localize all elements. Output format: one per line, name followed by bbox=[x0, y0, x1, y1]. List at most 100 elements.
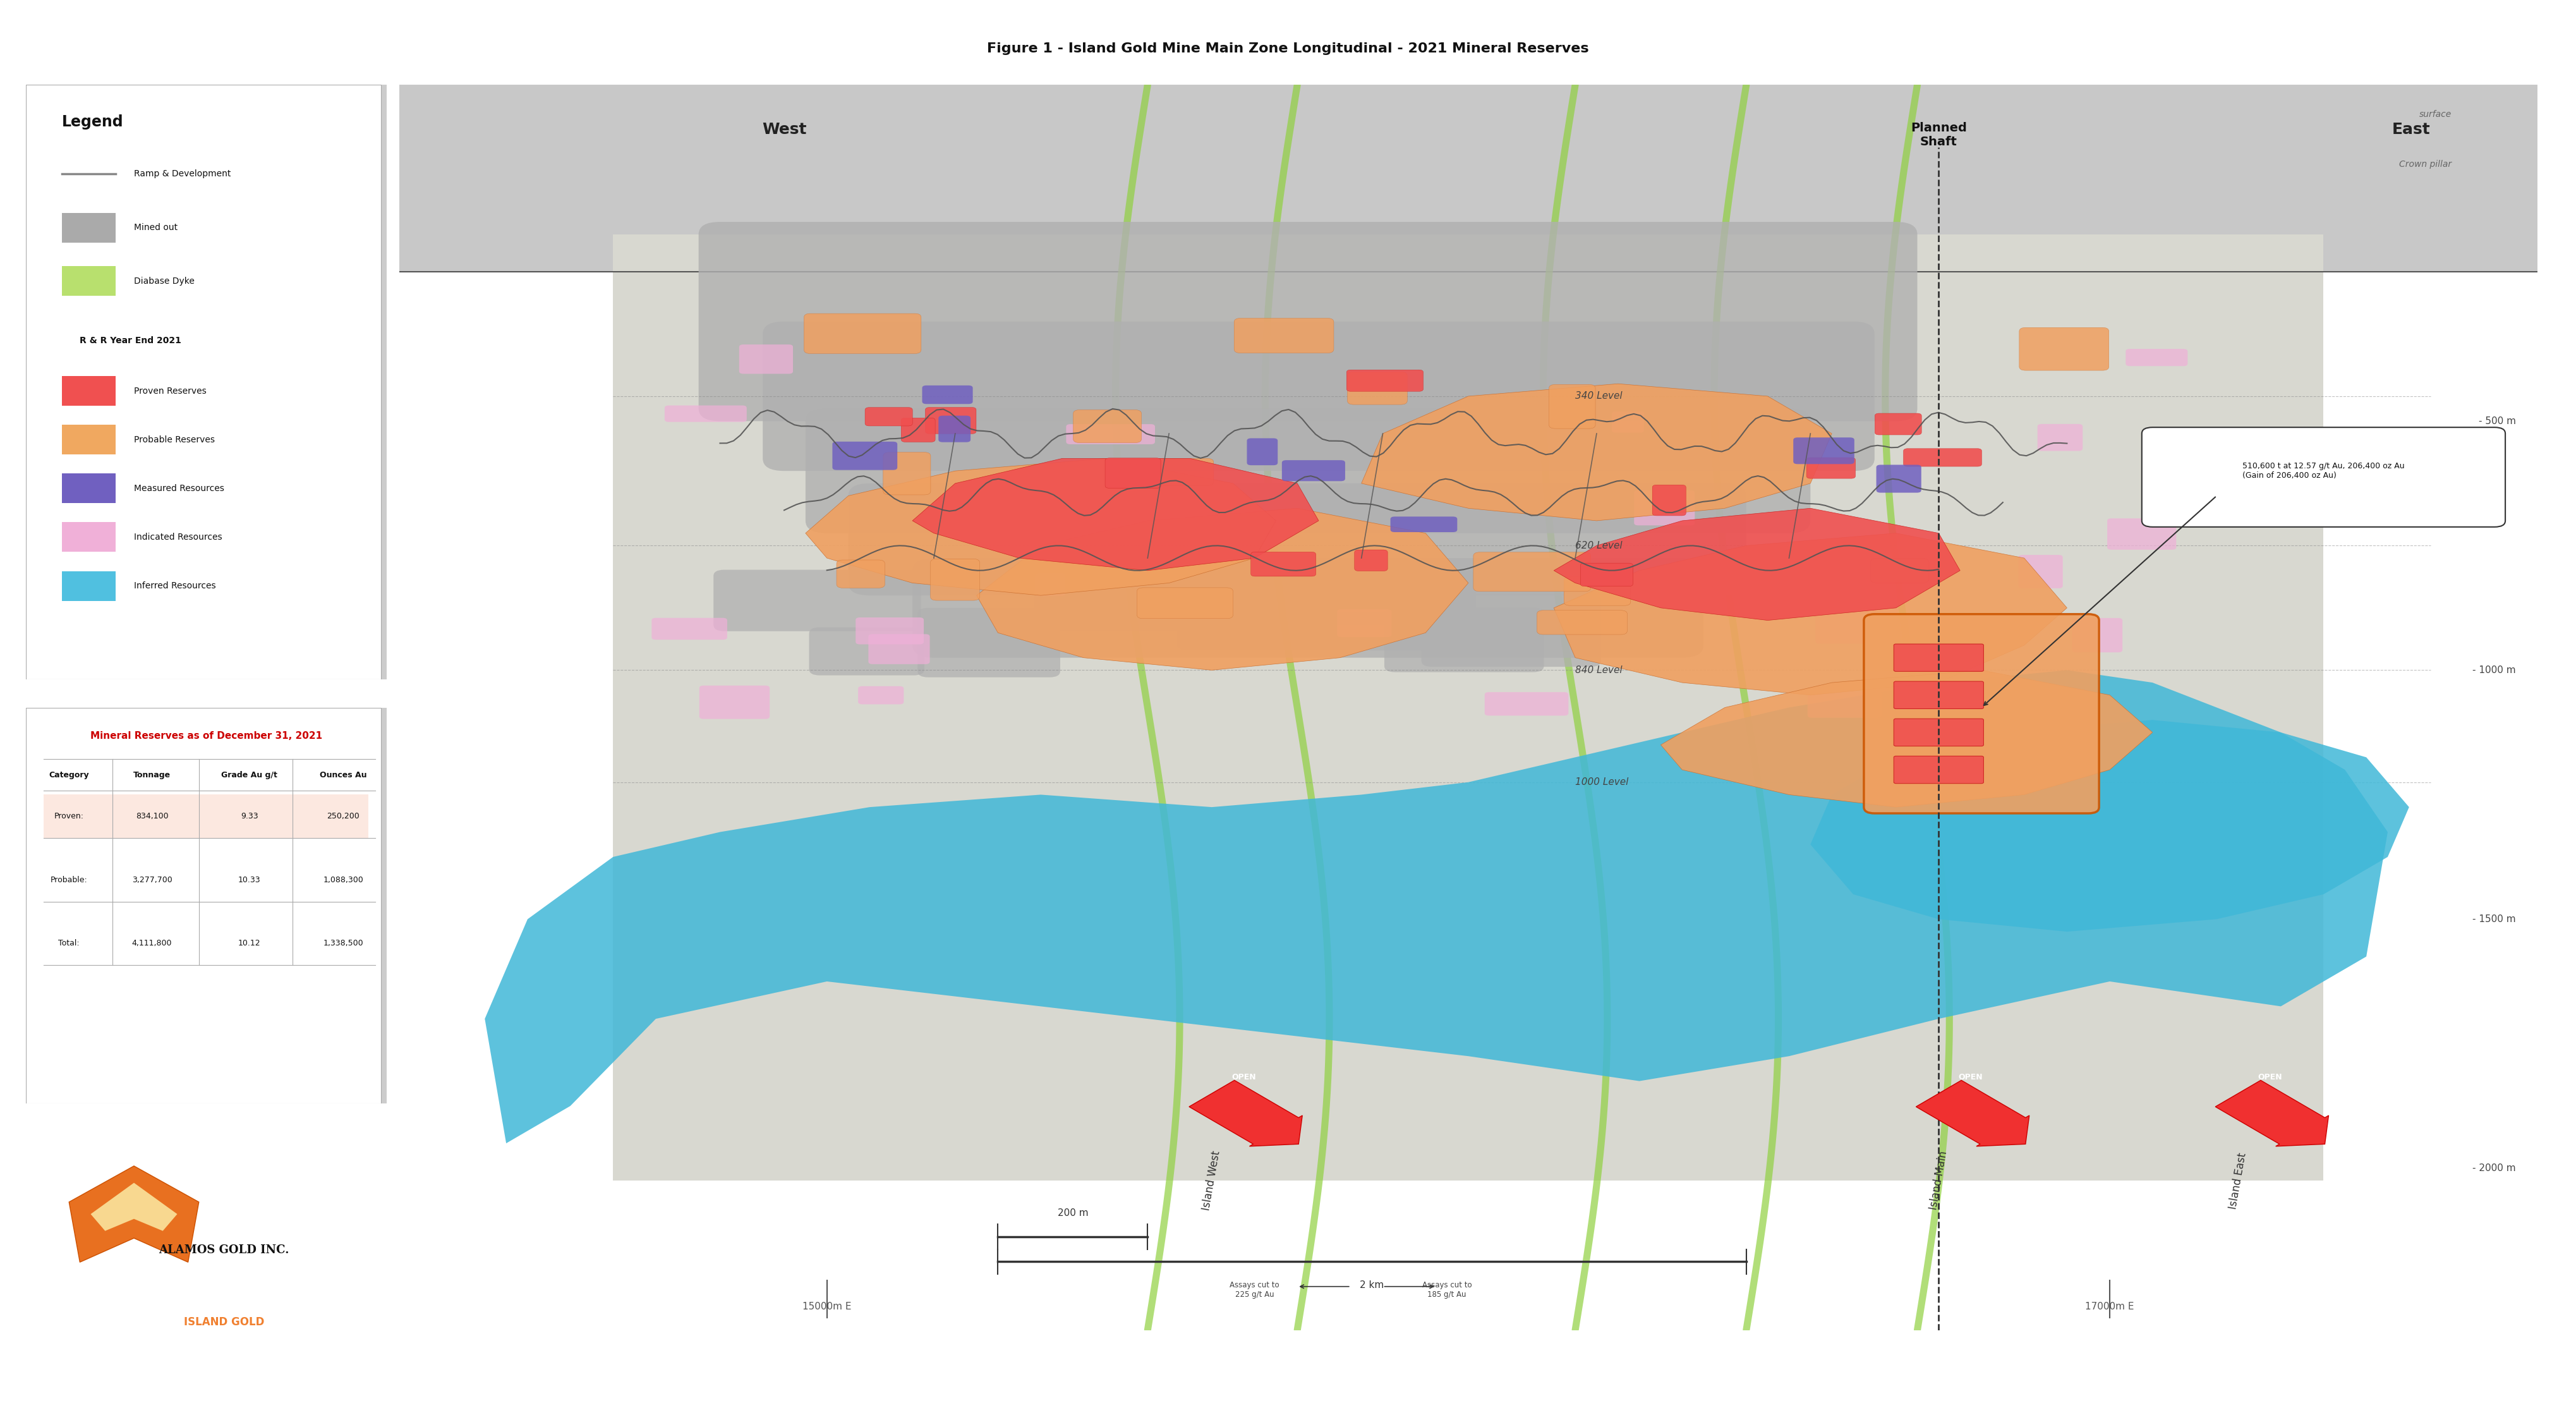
FancyBboxPatch shape bbox=[1074, 410, 1141, 443]
FancyBboxPatch shape bbox=[930, 559, 979, 600]
FancyBboxPatch shape bbox=[1383, 607, 1543, 672]
FancyBboxPatch shape bbox=[1136, 458, 1213, 485]
Polygon shape bbox=[90, 1183, 178, 1231]
FancyBboxPatch shape bbox=[1036, 573, 1066, 596]
Text: Island Main: Island Main bbox=[1927, 1150, 1950, 1211]
Text: 10.33: 10.33 bbox=[237, 876, 260, 884]
Text: 9.33: 9.33 bbox=[240, 812, 258, 821]
Text: Mined out: Mined out bbox=[134, 224, 178, 232]
FancyBboxPatch shape bbox=[917, 608, 1061, 678]
FancyBboxPatch shape bbox=[1422, 594, 1602, 666]
Text: Crown pillar: Crown pillar bbox=[2398, 160, 2452, 168]
FancyBboxPatch shape bbox=[739, 344, 793, 374]
FancyArrow shape bbox=[1917, 1080, 2030, 1146]
FancyBboxPatch shape bbox=[855, 617, 925, 644]
FancyBboxPatch shape bbox=[1808, 691, 1880, 717]
Text: Island East: Island East bbox=[2228, 1152, 2249, 1210]
Text: Inferred Resources: Inferred Resources bbox=[134, 582, 216, 590]
Polygon shape bbox=[1553, 533, 2066, 695]
Text: Probable Reserves: Probable Reserves bbox=[134, 436, 214, 444]
FancyBboxPatch shape bbox=[1347, 372, 1406, 405]
Text: Planned
Shaft: Planned Shaft bbox=[1911, 122, 1965, 149]
Text: ALAMOS GOLD INC.: ALAMOS GOLD INC. bbox=[160, 1244, 289, 1257]
FancyBboxPatch shape bbox=[912, 558, 1703, 658]
FancyBboxPatch shape bbox=[26, 708, 381, 1104]
FancyBboxPatch shape bbox=[1234, 318, 1334, 352]
Text: 1,338,500: 1,338,500 bbox=[322, 940, 363, 948]
FancyBboxPatch shape bbox=[1221, 570, 1476, 625]
FancyArrow shape bbox=[1190, 1080, 1303, 1146]
Text: Ounces Au: Ounces Au bbox=[319, 771, 366, 780]
FancyBboxPatch shape bbox=[938, 416, 971, 441]
FancyBboxPatch shape bbox=[2071, 618, 2123, 652]
Text: 510,600 t at 12.57 g/t Au, 206,400 oz Au
(Gain of 206,400 oz Au): 510,600 t at 12.57 g/t Au, 206,400 oz Au… bbox=[2244, 463, 2403, 480]
Text: OPEN: OPEN bbox=[1231, 1073, 1257, 1081]
FancyBboxPatch shape bbox=[1247, 439, 1278, 466]
FancyBboxPatch shape bbox=[1870, 559, 1929, 583]
Text: Proven Reserves: Proven Reserves bbox=[134, 386, 206, 395]
Polygon shape bbox=[1553, 508, 1960, 620]
FancyBboxPatch shape bbox=[1613, 412, 1643, 433]
FancyBboxPatch shape bbox=[1355, 550, 1388, 572]
FancyBboxPatch shape bbox=[858, 686, 904, 705]
FancyBboxPatch shape bbox=[809, 627, 925, 675]
Text: Measured Resources: Measured Resources bbox=[134, 484, 224, 492]
FancyBboxPatch shape bbox=[28, 708, 386, 1108]
Polygon shape bbox=[976, 508, 1468, 671]
FancyBboxPatch shape bbox=[714, 570, 922, 631]
Text: OPEN: OPEN bbox=[2259, 1073, 2282, 1081]
FancyBboxPatch shape bbox=[698, 685, 770, 719]
FancyBboxPatch shape bbox=[44, 795, 368, 838]
Text: 10.12: 10.12 bbox=[237, 940, 260, 948]
FancyBboxPatch shape bbox=[866, 408, 912, 426]
FancyBboxPatch shape bbox=[868, 634, 930, 664]
FancyBboxPatch shape bbox=[1893, 719, 1984, 746]
FancyBboxPatch shape bbox=[1806, 457, 1855, 478]
Text: Assays cut to
225 g/t Au: Assays cut to 225 g/t Au bbox=[1229, 1281, 1280, 1299]
Text: 340 Level: 340 Level bbox=[1577, 392, 1623, 400]
FancyBboxPatch shape bbox=[2020, 555, 2063, 589]
FancyBboxPatch shape bbox=[1252, 552, 1316, 576]
Text: Proven:: Proven: bbox=[54, 812, 85, 821]
FancyBboxPatch shape bbox=[1066, 424, 1154, 444]
FancyBboxPatch shape bbox=[1538, 610, 1628, 634]
FancyBboxPatch shape bbox=[762, 321, 1875, 471]
FancyBboxPatch shape bbox=[925, 408, 976, 434]
Text: 620 Level: 620 Level bbox=[1577, 541, 1623, 550]
Text: Mineral Reserves as of December 31, 2021: Mineral Reserves as of December 31, 2021 bbox=[90, 732, 322, 740]
Polygon shape bbox=[1811, 720, 2409, 931]
FancyBboxPatch shape bbox=[804, 314, 922, 354]
FancyBboxPatch shape bbox=[1816, 608, 1899, 644]
FancyBboxPatch shape bbox=[1136, 587, 1234, 618]
Text: 200 m: 200 m bbox=[1056, 1208, 1087, 1218]
Text: - 2000 m: - 2000 m bbox=[2473, 1163, 2517, 1173]
Text: Figure 1 - Island Gold Mine Main Zone Longitudinal - 2021 Mineral Reserves: Figure 1 - Island Gold Mine Main Zone Lo… bbox=[987, 42, 1589, 55]
FancyBboxPatch shape bbox=[62, 376, 116, 406]
Text: 1000 Level: 1000 Level bbox=[1577, 777, 1628, 787]
Text: 4,111,800: 4,111,800 bbox=[131, 940, 173, 948]
FancyBboxPatch shape bbox=[28, 85, 386, 685]
Text: 840 Level: 840 Level bbox=[1577, 665, 1623, 675]
FancyBboxPatch shape bbox=[665, 406, 747, 422]
FancyBboxPatch shape bbox=[1105, 458, 1162, 488]
Text: Assays cut to
185 g/t Au: Assays cut to 185 g/t Au bbox=[1422, 1281, 1471, 1299]
FancyBboxPatch shape bbox=[62, 474, 116, 504]
FancyBboxPatch shape bbox=[902, 417, 935, 441]
FancyBboxPatch shape bbox=[1473, 552, 1592, 591]
FancyBboxPatch shape bbox=[1177, 611, 1448, 651]
FancyBboxPatch shape bbox=[1875, 464, 1922, 492]
FancyBboxPatch shape bbox=[1893, 756, 1984, 784]
FancyBboxPatch shape bbox=[1337, 610, 1391, 637]
Polygon shape bbox=[484, 671, 2388, 1143]
FancyBboxPatch shape bbox=[698, 222, 1917, 422]
Text: Ramp & Development: Ramp & Development bbox=[134, 170, 232, 178]
Text: Total:: Total: bbox=[59, 940, 80, 948]
FancyBboxPatch shape bbox=[1633, 490, 1695, 525]
FancyBboxPatch shape bbox=[922, 385, 974, 405]
Text: R & R Year End 2021: R & R Year End 2021 bbox=[80, 335, 180, 345]
FancyBboxPatch shape bbox=[2125, 350, 2187, 366]
Text: 834,100: 834,100 bbox=[137, 812, 167, 821]
Text: - 500 m: - 500 m bbox=[2478, 416, 2517, 426]
FancyBboxPatch shape bbox=[2141, 427, 2506, 526]
Text: Grade Au g/t: Grade Au g/t bbox=[222, 771, 278, 780]
